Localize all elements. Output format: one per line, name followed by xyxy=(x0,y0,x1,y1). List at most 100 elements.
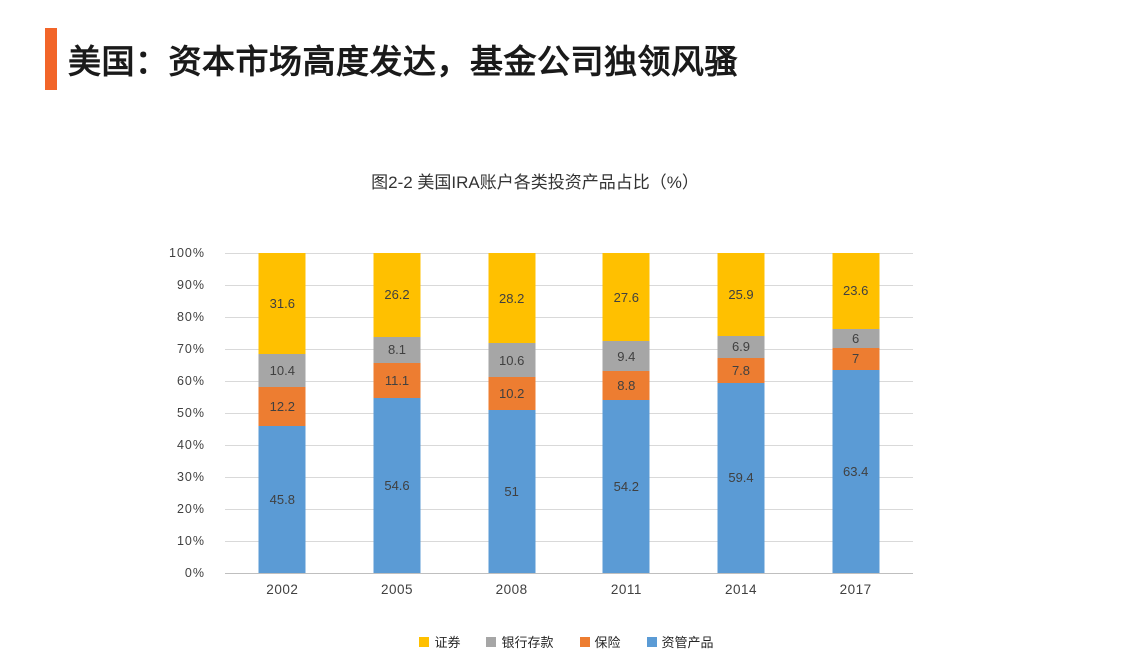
data-label: 10.6 xyxy=(499,352,525,368)
gridline xyxy=(225,477,913,478)
bar-segment-证券: 27.6 xyxy=(602,253,650,342)
legend-item-证券: 证券 xyxy=(419,632,460,651)
legend-label: 资管产品 xyxy=(661,635,714,650)
data-label: 6 xyxy=(852,330,860,346)
bar-2014: 25.9 6.9 7.8 59.4 xyxy=(717,253,765,573)
data-label: 12.2 xyxy=(269,399,295,415)
legend-swatch xyxy=(579,636,590,647)
x-axis-labels: 2002 2005 2008 2011 2014 2017 xyxy=(225,582,913,602)
y-tick-label: 70% xyxy=(176,342,205,356)
bar-segment-银行存款: 6 xyxy=(832,328,880,348)
bar-segment-保险: 7.8 xyxy=(717,357,765,383)
bar-segment-资管产品: 54.2 xyxy=(602,399,650,573)
gridline xyxy=(225,445,913,446)
gridline xyxy=(225,285,913,286)
data-label: 8.1 xyxy=(387,342,407,358)
x-tick-label: 2014 xyxy=(724,582,758,597)
legend-item-银行存款: 银行存款 xyxy=(486,632,554,651)
data-label: 23.6 xyxy=(843,283,869,299)
title-accent-bar xyxy=(45,28,57,90)
chart-legend: 证券 银行存款 保险 资管产品 xyxy=(0,632,1133,651)
x-axis-line xyxy=(225,573,913,574)
y-tick-label: 10% xyxy=(176,534,205,548)
bar-segment-保险: 8.8 xyxy=(602,371,650,400)
y-axis-labels: 100% 90% 80% 70% 60% 50% 40% 30% 20% 10% 0% xyxy=(130,246,215,580)
bar-segment-保险: 7 xyxy=(832,347,880,371)
data-label: 26.2 xyxy=(384,287,410,303)
y-tick-label: 20% xyxy=(176,502,205,516)
y-tick-label: 80% xyxy=(176,310,205,324)
bar-segment-证券: 25.9 xyxy=(717,253,765,336)
bar-segment-资管产品: 63.4 xyxy=(832,370,880,573)
legend-label: 保险 xyxy=(594,635,621,650)
gridline xyxy=(225,541,913,542)
y-tick-label: 40% xyxy=(176,438,205,452)
data-label: 31.6 xyxy=(269,296,295,312)
bar-segment-银行存款: 6.9 xyxy=(717,335,765,358)
bar-segment-银行存款: 8.1 xyxy=(373,336,421,363)
bar-segment-证券: 23.6 xyxy=(832,253,880,329)
bar-2017: 23.6 6 7 63.4 xyxy=(832,253,880,573)
data-label: 7 xyxy=(852,351,860,367)
bar-segment-资管产品: 51 xyxy=(488,409,536,573)
x-tick-label: 2002 xyxy=(266,582,299,597)
bar-2011: 27.6 9.4 8.8 54.2 xyxy=(602,253,650,573)
legend-swatch xyxy=(646,636,657,647)
chart-title: 图2-2 美国IRA账户各类投资产品占比（%） xyxy=(371,173,699,192)
bar-2002: 31.6 10.4 12.2 45.8 xyxy=(258,253,306,573)
bar-segment-资管产品: 59.4 xyxy=(717,382,765,573)
bar-segment-证券: 26.2 xyxy=(373,253,421,337)
gridline xyxy=(225,253,913,254)
bar-segment-银行存款: 10.6 xyxy=(488,343,536,378)
gridline xyxy=(225,413,913,414)
bar-segment-证券: 28.2 xyxy=(488,253,536,344)
bar-segment-证券: 31.6 xyxy=(258,253,306,355)
y-tick-label: 90% xyxy=(176,278,205,292)
y-tick-label: 30% xyxy=(176,470,205,484)
x-tick-label: 2005 xyxy=(380,582,414,597)
data-label: 59.4 xyxy=(728,470,754,486)
gridline xyxy=(225,349,913,350)
data-label: 25.9 xyxy=(728,286,754,302)
legend-item-保险: 保险 xyxy=(579,632,621,651)
x-tick-label: 2008 xyxy=(495,582,528,597)
data-label: 27.6 xyxy=(613,289,639,305)
bar-segment-保险: 10.2 xyxy=(488,377,536,410)
legend-swatch xyxy=(486,636,497,647)
data-label: 28.2 xyxy=(499,290,525,306)
x-tick-label: 2017 xyxy=(839,582,872,597)
y-tick-label: 0% xyxy=(184,566,205,580)
data-label: 45.8 xyxy=(269,492,295,508)
y-tick-label: 60% xyxy=(176,374,205,388)
data-label: 63.4 xyxy=(843,464,869,480)
data-label: 54.6 xyxy=(384,478,410,494)
legend-item-资管产品: 资管产品 xyxy=(646,632,714,651)
data-label: 9.4 xyxy=(617,348,636,364)
legend-swatch xyxy=(419,636,430,647)
bar-2005: 26.2 8.1 11.1 54.6 xyxy=(373,253,421,573)
data-label: 10.2 xyxy=(499,385,525,401)
data-label: 7.8 xyxy=(731,362,751,378)
data-label: 11.1 xyxy=(384,372,410,388)
data-label: 51 xyxy=(504,483,519,499)
legend-label: 证券 xyxy=(434,635,461,650)
gridline xyxy=(225,317,913,318)
bar-segment-银行存款: 9.4 xyxy=(602,341,650,372)
bar-segment-保险: 11.1 xyxy=(373,362,421,399)
page-title: 美国：资本市场高度发达，基金公司独领风骚 xyxy=(68,43,738,80)
y-tick-label: 100% xyxy=(169,246,205,260)
bar-segment-资管产品: 45.8 xyxy=(258,426,306,573)
bar-segment-银行存款: 10.4 xyxy=(258,354,306,388)
x-tick-label: 2011 xyxy=(610,582,642,597)
legend-label: 银行存款 xyxy=(501,635,554,650)
gridline xyxy=(225,509,913,510)
bar-segment-保险: 12.2 xyxy=(258,387,306,427)
plot-area: 31.6 10.4 12.2 45.8 26.2 8.1 11.1 54.6 28.2 10.6 1… xyxy=(225,253,913,574)
data-label: 8.8 xyxy=(617,377,636,393)
data-label: 6.9 xyxy=(731,339,751,355)
y-tick-label: 50% xyxy=(176,406,205,420)
gridline xyxy=(225,381,913,382)
data-label: 54.2 xyxy=(613,478,639,494)
data-label: 10.4 xyxy=(269,363,295,379)
